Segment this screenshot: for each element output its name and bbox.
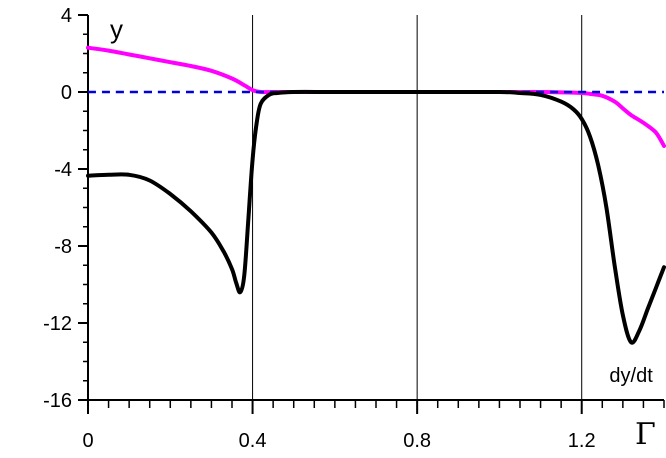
axes — [78, 14, 665, 414]
y-axis-label: y — [110, 14, 123, 44]
x-tick-label-3: 1.2 — [568, 430, 596, 452]
y-tick-label-3: -8 — [54, 236, 72, 258]
y-tick-label-5: -16 — [43, 390, 72, 412]
dydt-annotation: dy/dt — [609, 365, 653, 387]
x-tick-label-1: 0.4 — [239, 430, 267, 452]
series-lines — [86, 45, 666, 345]
series-line-black-dydt — [86, 89, 666, 345]
x-axis-label: Γ — [635, 417, 656, 452]
series-line-magenta — [86, 45, 666, 148]
grid-lines — [252, 15, 583, 400]
x-tick-label-2: 0.8 — [403, 430, 431, 452]
y-tick-label-0: 4 — [61, 5, 72, 27]
y-tick-label-4: -12 — [43, 313, 72, 335]
tick-labels: 4 0 -4 -8 -12 -16 0 0.4 0.8 1.2 — [43, 5, 596, 452]
y-tick-label-1: 0 — [61, 82, 72, 104]
x-tick-label-0: 0 — [82, 430, 93, 452]
y-tick-label-2: -4 — [54, 159, 72, 181]
